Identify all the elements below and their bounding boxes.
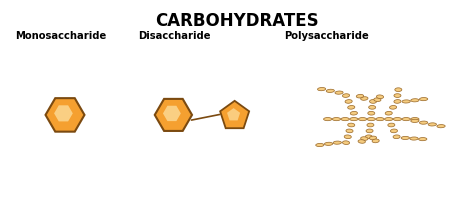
Ellipse shape bbox=[370, 100, 376, 103]
Ellipse shape bbox=[401, 136, 410, 140]
Ellipse shape bbox=[411, 99, 419, 102]
Ellipse shape bbox=[388, 123, 395, 127]
Ellipse shape bbox=[394, 94, 401, 97]
Ellipse shape bbox=[402, 100, 410, 103]
Ellipse shape bbox=[419, 121, 428, 124]
Text: Monosaccharide: Monosaccharide bbox=[16, 31, 107, 41]
Polygon shape bbox=[46, 98, 84, 132]
Ellipse shape bbox=[376, 118, 384, 121]
Ellipse shape bbox=[374, 98, 381, 102]
Polygon shape bbox=[220, 101, 249, 128]
Ellipse shape bbox=[342, 94, 350, 97]
Ellipse shape bbox=[326, 89, 334, 92]
Ellipse shape bbox=[419, 98, 428, 101]
Ellipse shape bbox=[345, 100, 352, 103]
Ellipse shape bbox=[410, 137, 418, 140]
Ellipse shape bbox=[367, 118, 375, 121]
Ellipse shape bbox=[411, 118, 419, 121]
Ellipse shape bbox=[347, 105, 355, 109]
Ellipse shape bbox=[411, 119, 419, 122]
Ellipse shape bbox=[318, 88, 326, 91]
Ellipse shape bbox=[419, 138, 427, 141]
Ellipse shape bbox=[333, 141, 341, 144]
Ellipse shape bbox=[428, 123, 437, 126]
Ellipse shape bbox=[368, 111, 375, 115]
Ellipse shape bbox=[369, 105, 376, 109]
Ellipse shape bbox=[393, 118, 401, 121]
Polygon shape bbox=[54, 105, 73, 121]
Text: Polysaccharide: Polysaccharide bbox=[284, 31, 369, 41]
Ellipse shape bbox=[372, 139, 379, 143]
Ellipse shape bbox=[391, 129, 398, 133]
Ellipse shape bbox=[361, 137, 368, 140]
Ellipse shape bbox=[361, 97, 368, 100]
Ellipse shape bbox=[395, 88, 402, 92]
Ellipse shape bbox=[358, 140, 365, 143]
Ellipse shape bbox=[376, 95, 383, 99]
Polygon shape bbox=[155, 99, 192, 131]
Text: Disaccharide: Disaccharide bbox=[138, 31, 210, 41]
Ellipse shape bbox=[385, 111, 392, 115]
Ellipse shape bbox=[350, 118, 358, 121]
Ellipse shape bbox=[437, 125, 445, 128]
Ellipse shape bbox=[367, 123, 374, 127]
Ellipse shape bbox=[325, 142, 333, 145]
Ellipse shape bbox=[394, 100, 401, 103]
Ellipse shape bbox=[332, 118, 341, 121]
Ellipse shape bbox=[384, 118, 393, 121]
Ellipse shape bbox=[365, 135, 372, 139]
Ellipse shape bbox=[402, 118, 410, 121]
Ellipse shape bbox=[335, 91, 343, 94]
Ellipse shape bbox=[344, 135, 351, 139]
Ellipse shape bbox=[316, 143, 324, 147]
Polygon shape bbox=[163, 106, 181, 121]
Ellipse shape bbox=[350, 111, 357, 115]
Ellipse shape bbox=[390, 105, 397, 109]
Ellipse shape bbox=[343, 141, 349, 144]
Polygon shape bbox=[227, 108, 240, 120]
Ellipse shape bbox=[369, 136, 377, 140]
Ellipse shape bbox=[356, 94, 364, 98]
Ellipse shape bbox=[348, 123, 355, 127]
Ellipse shape bbox=[346, 129, 353, 133]
Ellipse shape bbox=[358, 118, 367, 121]
Ellipse shape bbox=[366, 129, 373, 133]
Ellipse shape bbox=[324, 118, 332, 121]
Ellipse shape bbox=[341, 118, 349, 121]
Ellipse shape bbox=[393, 135, 400, 139]
Text: CARBOHYDRATES: CARBOHYDRATES bbox=[155, 12, 319, 30]
